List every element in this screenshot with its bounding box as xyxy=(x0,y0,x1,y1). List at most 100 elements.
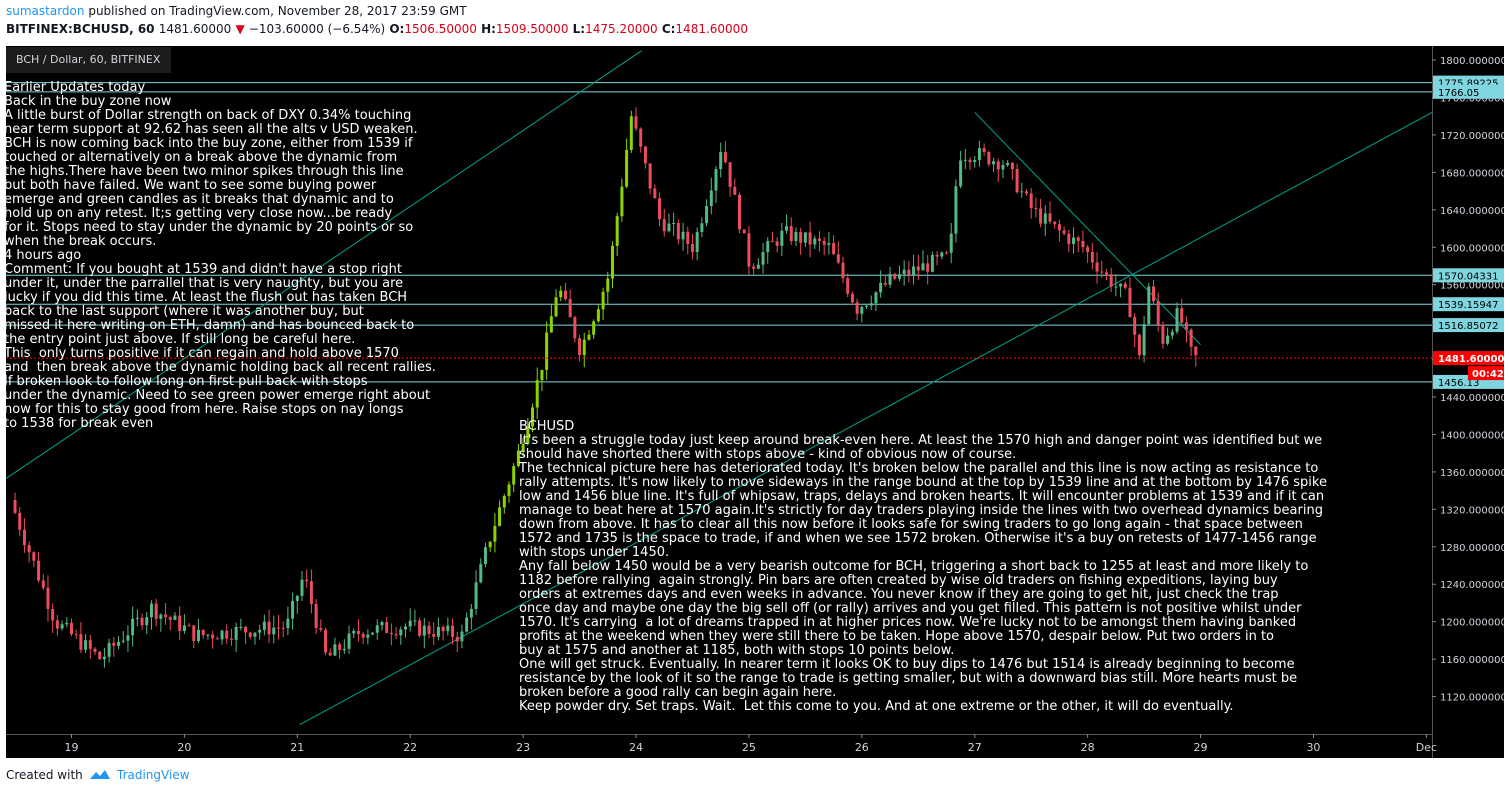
candle-body xyxy=(1067,233,1071,244)
candle-body xyxy=(258,629,262,633)
publish-line: sumastardon published on TradingView.com… xyxy=(6,4,467,18)
candle-body xyxy=(705,206,709,224)
candle-body xyxy=(502,495,506,508)
candle-body xyxy=(1151,286,1155,302)
candle-body xyxy=(592,321,596,335)
candle-body xyxy=(719,152,723,170)
candle-body xyxy=(324,629,328,653)
x-tick-label: 23 xyxy=(516,741,530,754)
author-link[interactable]: sumastardon xyxy=(6,4,85,18)
candle-body xyxy=(949,233,953,253)
candle-body xyxy=(554,297,558,317)
down-arrow-icon: ▼ xyxy=(235,22,245,36)
candle-body xyxy=(276,627,280,629)
candle-body xyxy=(135,617,139,619)
candle-body xyxy=(309,581,313,604)
candle-body xyxy=(1086,247,1090,252)
candle-body xyxy=(455,636,459,642)
y-tick-label: 1240.000000 xyxy=(1440,580,1504,591)
x-tick-label: 30 xyxy=(1306,741,1320,754)
y-tick-label: 1320.000000 xyxy=(1440,505,1504,516)
y-tick-label: 1280.000000 xyxy=(1440,543,1504,554)
candle-body xyxy=(897,274,901,279)
candle-body xyxy=(625,150,629,187)
candle-body xyxy=(728,162,732,187)
candle-body xyxy=(55,620,59,629)
candle-body xyxy=(662,219,666,232)
candle-body xyxy=(149,603,153,618)
candle-body xyxy=(695,232,699,253)
candle-body xyxy=(817,238,821,241)
candle-body xyxy=(1156,301,1160,325)
candle-body xyxy=(173,615,177,620)
candle-body xyxy=(1161,324,1165,344)
candle-body xyxy=(1020,191,1024,193)
candle-body xyxy=(187,625,191,627)
candle-body xyxy=(352,630,356,634)
candle-body xyxy=(681,231,685,240)
x-tick-label: 28 xyxy=(1081,741,1095,754)
candle-body xyxy=(531,407,535,427)
level-label: 1775.89225 xyxy=(1438,79,1498,90)
candle-body xyxy=(540,369,544,381)
candle-body xyxy=(74,634,78,636)
x-tick-label: Dec xyxy=(1416,741,1437,754)
candle-body xyxy=(154,603,158,619)
candle-body xyxy=(813,238,817,245)
created-with-label: Created with xyxy=(6,768,83,782)
open-label: O: xyxy=(389,22,405,36)
candle-body xyxy=(902,269,906,275)
candle-body xyxy=(766,241,770,253)
candle-body xyxy=(827,243,831,245)
candle-body xyxy=(474,582,478,609)
candle-body xyxy=(267,621,271,635)
candle-body xyxy=(1142,324,1146,356)
candle-body xyxy=(968,159,972,163)
candle-body xyxy=(1119,283,1123,287)
candle-body xyxy=(709,190,713,207)
low-label: L: xyxy=(572,22,586,36)
candle-body xyxy=(366,634,370,638)
candle-body xyxy=(1180,308,1184,323)
candle-body xyxy=(992,161,996,165)
candle-body xyxy=(356,630,360,634)
candle-body xyxy=(46,587,50,609)
candle-body xyxy=(168,617,172,620)
tradingview-logo-icon[interactable] xyxy=(88,767,112,783)
candle-body xyxy=(436,626,440,637)
candle-body xyxy=(69,622,73,635)
candle-body xyxy=(780,230,784,246)
candle-body xyxy=(121,640,125,642)
candle-body xyxy=(610,245,614,279)
candle-body xyxy=(850,293,854,303)
candle-body xyxy=(888,273,892,285)
candle-body xyxy=(93,648,97,652)
candle-body xyxy=(41,580,45,588)
candle-body xyxy=(465,617,469,632)
candle-body xyxy=(102,656,106,660)
candle-body xyxy=(912,266,916,276)
candle-body xyxy=(88,640,92,649)
candle-body xyxy=(803,232,807,243)
candle-body xyxy=(808,232,812,245)
candle-body xyxy=(192,625,196,642)
candle-body xyxy=(742,229,746,234)
candle-body xyxy=(291,600,295,619)
candle-body xyxy=(770,241,774,243)
legend-box xyxy=(6,47,171,73)
y-tick-label: 1440.000000 xyxy=(1440,393,1504,404)
candle-body xyxy=(1072,237,1076,244)
candle-body xyxy=(229,638,233,640)
candle-body xyxy=(653,188,657,199)
candle-body xyxy=(832,243,836,255)
candle-body xyxy=(549,316,553,333)
tradingview-link[interactable]: TradingView xyxy=(117,768,190,782)
candle-body xyxy=(775,241,779,246)
y-tick-label: 1360.000000 xyxy=(1440,468,1504,479)
candle-body xyxy=(1034,208,1038,210)
candle-body xyxy=(926,263,930,272)
chart-legend-title[interactable]: BCH / Dollar, 60, BITFINEX xyxy=(16,53,161,66)
countdown-box xyxy=(1468,366,1504,381)
x-tick-label: 19 xyxy=(64,741,78,754)
price-chart[interactable]: 1120.000000 1160.000000 1200.000000 1240.00… xyxy=(6,46,1504,758)
